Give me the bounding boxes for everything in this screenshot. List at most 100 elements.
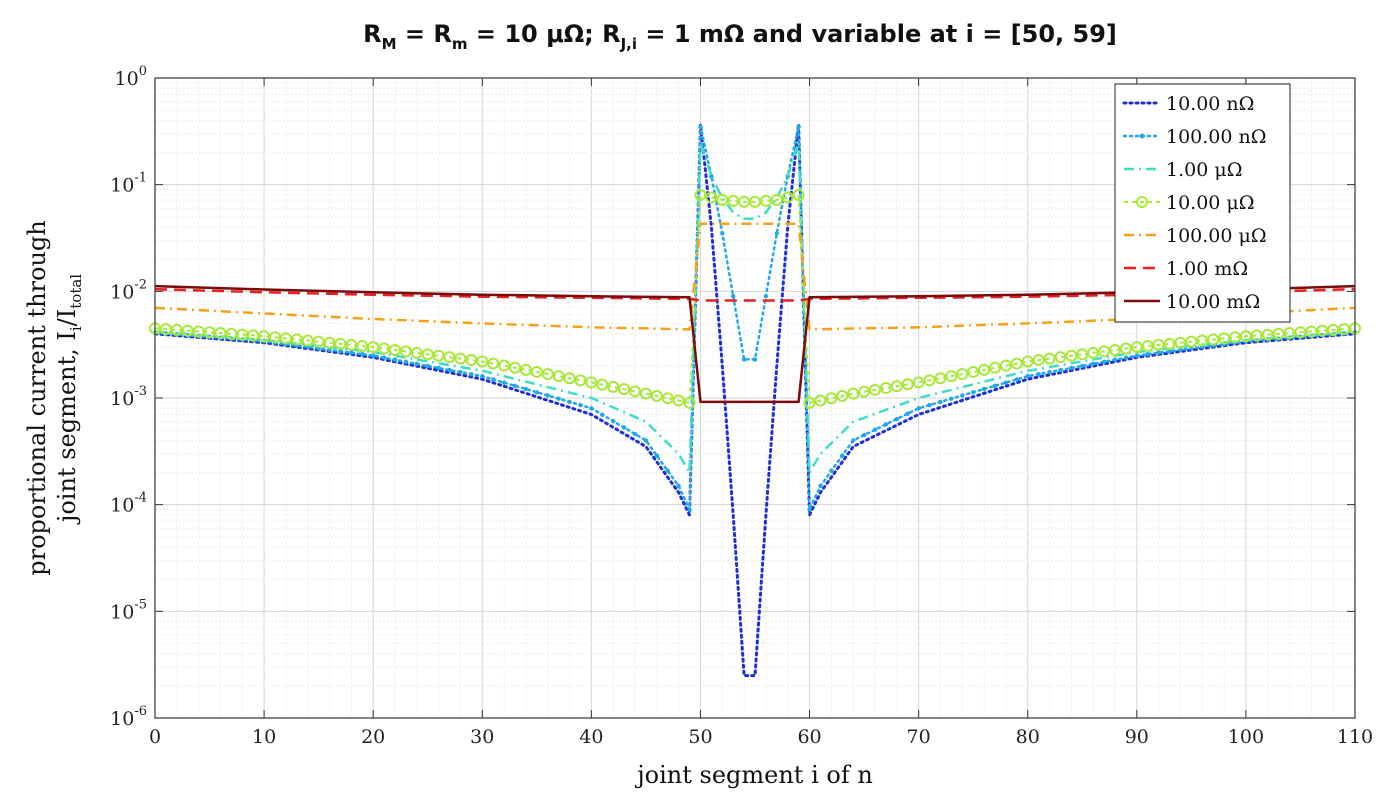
x-tick-label: 10	[252, 726, 276, 748]
series-marker	[1003, 380, 1009, 385]
series-marker	[687, 507, 692, 512]
series-marker	[781, 191, 794, 204]
legend-item: 10.00 nΩ	[1122, 93, 1254, 115]
chart-title: RM = Rm = 10 μΩ; RJ,i = 1 mΩ and variabl…	[363, 20, 1117, 53]
series-marker	[1098, 345, 1111, 358]
series-marker	[607, 380, 620, 393]
series-marker	[1167, 349, 1172, 354]
series-marker	[490, 377, 496, 382]
series-marker	[945, 370, 958, 383]
series-marker	[509, 361, 521, 374]
y-ticks: 10-6 10-5 10-4 10-3 10-2 10-1 100	[110, 64, 1355, 730]
series-marker	[1043, 352, 1056, 365]
series-marker	[574, 374, 587, 387]
series-marker	[530, 365, 543, 378]
series-marker	[541, 368, 554, 381]
series-marker	[730, 294, 736, 299]
y-axis-label-line1: proportional current through	[23, 220, 51, 576]
series-marker	[269, 331, 281, 344]
series-marker	[967, 365, 980, 378]
series-marker	[436, 365, 441, 371]
series-marker	[720, 231, 725, 236]
legend-box	[1114, 83, 1291, 323]
series-marker	[327, 347, 332, 353]
series-marker	[600, 412, 605, 417]
y-tick-label: 100	[115, 64, 147, 90]
series-marker	[618, 383, 631, 396]
series-5	[154, 222, 1356, 331]
series-marker	[970, 390, 976, 395]
series-marker	[916, 406, 921, 411]
series-marker	[883, 422, 889, 427]
series-marker	[1112, 357, 1118, 362]
x-tick-label: 90	[1125, 726, 1149, 748]
series-marker	[389, 343, 401, 356]
series-6	[154, 287, 1356, 302]
x-tick-label: 60	[797, 726, 821, 748]
series-marker	[1185, 335, 1198, 348]
series-marker	[1025, 374, 1030, 379]
series-marker	[1134, 353, 1140, 358]
series-marker	[792, 189, 805, 202]
y-tick-label: 10-3	[110, 384, 147, 410]
series-marker	[825, 392, 838, 405]
legend-item: 10.00 mΩ	[1124, 291, 1260, 313]
series-marker	[999, 359, 1012, 372]
series-marker	[512, 383, 518, 389]
series-marker	[629, 385, 641, 398]
series-marker	[1047, 369, 1052, 375]
x-tick-label: 70	[907, 726, 931, 748]
series-marker	[814, 394, 827, 407]
series-marker	[1178, 347, 1183, 353]
series-marker	[399, 345, 412, 358]
series-marker	[458, 369, 463, 375]
x-tick-label: 40	[579, 726, 603, 748]
series-marker	[981, 386, 987, 392]
series-marker	[934, 372, 947, 385]
series-marker	[381, 355, 387, 360]
series-marker	[807, 507, 812, 512]
series-marker	[829, 468, 834, 473]
series-marker	[639, 387, 652, 400]
series-marker	[1130, 341, 1143, 354]
series-marker	[1152, 338, 1165, 351]
series-marker	[654, 453, 660, 458]
legend-marker	[1139, 133, 1145, 139]
series-marker	[872, 427, 878, 432]
y-axis-label-line2: joint segment, Ii/Itotal	[53, 274, 85, 525]
series-marker	[850, 438, 856, 443]
series-marker	[403, 359, 409, 364]
legend-label: 1.00 μΩ	[1166, 159, 1242, 181]
series-marker	[258, 330, 271, 343]
series-marker	[956, 368, 969, 381]
series-marker	[923, 374, 936, 387]
series-marker	[861, 432, 867, 438]
series-marker	[356, 340, 369, 353]
series-marker	[1054, 351, 1067, 364]
series-marker	[796, 124, 801, 129]
legend-item: 1.00 μΩ	[1124, 159, 1242, 181]
series-marker	[556, 396, 561, 401]
series-marker	[1036, 371, 1041, 377]
series-marker	[763, 294, 769, 299]
series-line	[154, 287, 1356, 302]
series-marker	[1109, 343, 1121, 356]
x-tick-label: 20	[361, 726, 385, 748]
series-marker	[545, 393, 550, 398]
series-marker	[836, 389, 849, 402]
legend-item: 10.00 μΩ	[1124, 192, 1255, 214]
series-marker	[367, 341, 380, 354]
series-marker	[414, 361, 420, 367]
series-marker	[534, 390, 540, 395]
series-marker	[770, 193, 783, 206]
series-marker	[610, 418, 616, 424]
legend-label: 1.00 mΩ	[1166, 258, 1248, 280]
series-marker	[279, 332, 292, 345]
series-marker	[523, 386, 529, 392]
legend-label: 10.00 μΩ	[1166, 192, 1255, 214]
series-marker	[676, 483, 681, 489]
series-marker	[421, 348, 434, 361]
series-marker	[519, 363, 532, 376]
series-marker	[661, 392, 674, 405]
series-marker	[752, 357, 758, 362]
